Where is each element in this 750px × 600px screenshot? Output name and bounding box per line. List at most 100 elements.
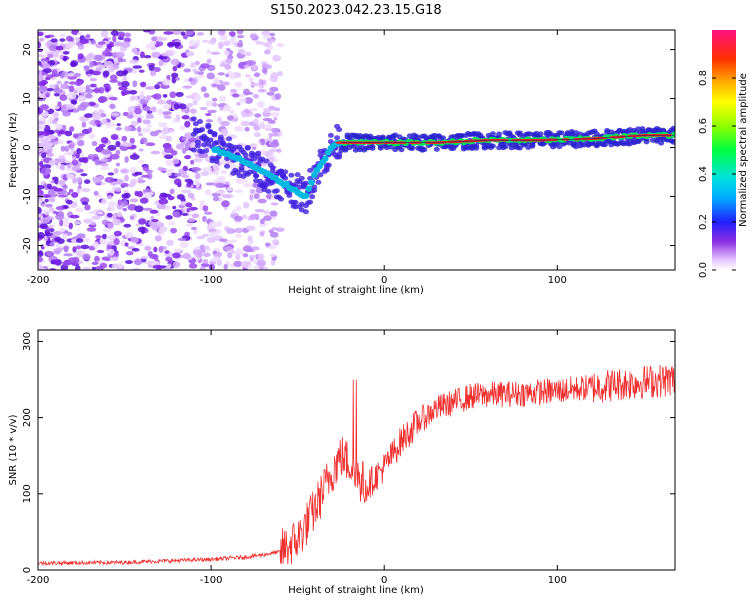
spectrogram-blob [76,188,81,194]
spectrogram-blob [263,107,271,114]
spectrogram-blob [61,260,72,266]
spectrogram-blob [41,152,47,159]
spectrogram-ridge-halo [211,132,218,138]
spectrogram-blob [141,174,150,178]
spectrogram-blob [93,190,99,196]
spectrogram-x-label: Height of straight line (km) [288,285,424,296]
spectrogram-blob [106,244,112,250]
spectrogram-blob [144,245,152,251]
spectrogram-blob [63,253,73,257]
spectrogram-ridge-glow [302,192,310,199]
spectrogram-blob [266,195,273,200]
spectrogram-blob [253,118,260,125]
spectrogram-ridge-halo [336,127,343,133]
spectrogram-blob [202,258,209,264]
spectrogram-blob [150,94,160,99]
spectrogram-blob [46,152,55,157]
spectrogram-blob [94,119,101,125]
spectrogram-blob [48,159,58,165]
spectrogram-blob [57,101,62,107]
spectrogram-blob [106,206,112,212]
snr-y-tick-label: 200 [22,408,33,427]
spectrogram-blob [164,250,170,254]
spectrogram-ridge-halo [265,188,272,194]
spectrogram-blob [228,31,236,37]
spectrogram-blob [122,207,128,212]
spectrogram-blob [217,72,226,76]
spectrogram-blob [190,159,195,165]
spectrogram-blob [234,227,244,234]
colorbar-tick-label: 0.6 [698,118,709,134]
spectrogram-blob [55,45,64,51]
spectrogram-blob [270,253,276,258]
spectrogram-blob [101,256,110,261]
spectrogram-blob [55,123,63,131]
spectrogram-blob [91,215,101,220]
spectrogram-blob [78,153,85,158]
spectrogram-blob [143,106,151,112]
spectrogram-ridge-halo [309,194,316,200]
spectrogram-blob [92,88,102,93]
colorbar-tick-label: 0.8 [698,70,709,86]
spectrogram-blob [123,37,132,43]
spectrogram-ridge-halo [489,143,496,149]
spectrogram-ridge-halo [263,158,270,164]
snr-x-tick-label: -100 [200,575,223,586]
spectrogram-blob [180,197,186,203]
colorbar-gradient [712,30,736,270]
spectrogram-blob [62,217,69,223]
spectrogram-ridge-halo [253,173,260,179]
spectrogram-blob [80,173,88,177]
spectrogram-blob [217,30,226,36]
spectrogram-blob [100,166,110,171]
spectrogram-blob [257,198,267,204]
spectrogram-blob [230,229,237,233]
spectrogram-ridge-halo [325,162,332,168]
spectrogram-blob [179,241,189,249]
spectrogram-blob [145,43,154,50]
spectrogram-blob [184,231,190,237]
spectrogram-blob [113,238,120,246]
spectrogram-blob [46,88,55,92]
spectrogram-blob [56,158,67,163]
spectrogram-blob [111,263,119,269]
spectrogram-ridge-halo [213,158,220,164]
spectrogram-blob [139,99,149,105]
spectrogram-blob [223,263,228,270]
spectrogram-blob [197,71,204,76]
spectrogram-blob [202,205,209,212]
spectrogram-blob [65,166,73,172]
spectrogram-blob [223,50,230,56]
spectrogram-blob [251,63,258,71]
spectrogram-ridge-halo [292,199,299,205]
spectrogram-blob [206,237,216,243]
spectrogram-blob [98,143,106,148]
spectrogram-blob [93,109,100,114]
spectrogram-blob [55,242,61,249]
spectrogram-blob [257,88,266,93]
spectrogram-ridge-halo [670,139,675,145]
spectrogram-blob [253,132,261,138]
spectrogram-blob [112,35,117,43]
spectrogram-blob [247,235,253,242]
spectrogram-blob [110,206,116,212]
spectrogram-ridge-halo [307,167,314,173]
spectrogram-ridge-halo [282,175,289,181]
spectrogram-blob [75,87,84,92]
spectrogram-blob [194,39,201,45]
spectrogram-ridge-glow [311,171,318,179]
spectrogram-blob [75,238,84,243]
spectrogram-ridge-halo [255,150,262,156]
spectrogram-blob [124,242,129,247]
spectrogram-blob [38,256,43,263]
spectrogram-blob [249,214,257,221]
spectrogram-blob [162,104,172,110]
spectrogram-blob [129,89,138,95]
spectrogram-blob [106,43,113,50]
spectrogram-blob [107,144,117,151]
spectrogram-blob [137,117,142,124]
spectrogram-blob [130,127,137,132]
spectrogram-blob [76,167,81,171]
spectrogram-blob [131,247,140,252]
